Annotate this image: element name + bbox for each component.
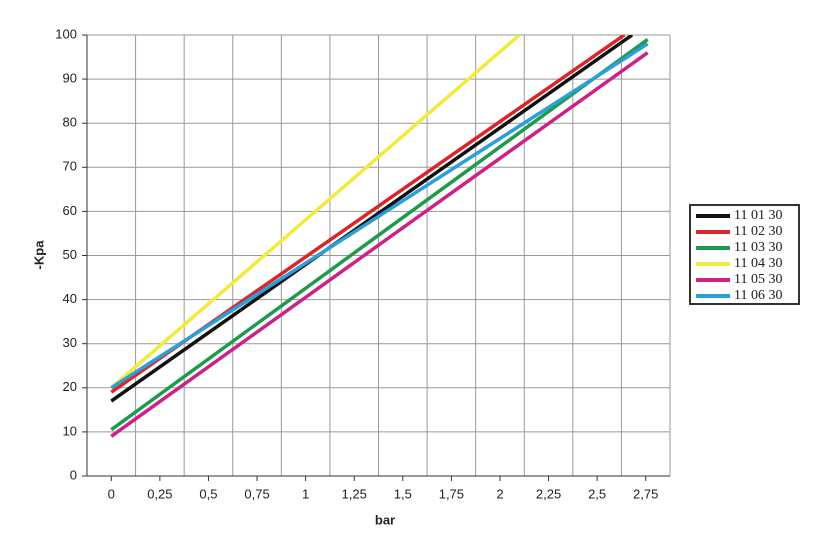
- x-tick-label: 2,5: [588, 486, 606, 501]
- y-tick-label: 40: [63, 291, 77, 306]
- legend-label: 11 02 30: [734, 224, 782, 239]
- legend-label: 11 01 30: [734, 208, 782, 223]
- x-tick-label: 0: [108, 486, 115, 501]
- series-line: [110, 35, 521, 390]
- y-tick-label: 90: [63, 71, 77, 86]
- x-axis-label: bar: [375, 512, 395, 527]
- x-tick-label: 2,75: [633, 486, 658, 501]
- legend-box: [689, 204, 800, 305]
- x-tick-label: 1: [302, 486, 309, 501]
- x-tick-label: 1,75: [439, 486, 464, 501]
- y-tick-label: 80: [63, 115, 77, 130]
- legend-label: 11 03 30: [734, 240, 782, 255]
- plot-area: [110, 35, 649, 438]
- x-tick-label: 1,25: [342, 486, 367, 501]
- legend-label: 11 04 30: [734, 256, 782, 271]
- x-tick-label: 2: [496, 486, 503, 501]
- x-tick-label: 0,25: [147, 486, 172, 501]
- series-line: [110, 51, 649, 438]
- legend-label: 11 05 30: [734, 272, 782, 287]
- legend-label: 11 06 30: [734, 288, 782, 303]
- y-axis-label: -Kpa: [31, 240, 46, 270]
- y-tick-label: 100: [55, 26, 77, 41]
- series-line: [110, 37, 649, 432]
- x-tick-label: 1,5: [394, 486, 412, 501]
- y-tick-label: 60: [63, 203, 77, 218]
- x-tick-label: 0,5: [199, 486, 217, 501]
- series-line: [110, 35, 634, 403]
- x-tick-label: 2,25: [536, 486, 561, 501]
- y-tick-label: 20: [63, 379, 77, 394]
- series-line: [110, 42, 649, 390]
- y-tick-label: 70: [63, 159, 77, 174]
- x-tick-label: 0,75: [244, 486, 269, 501]
- y-tick-label: 50: [63, 247, 77, 262]
- y-tick-label: 30: [63, 335, 77, 350]
- y-tick-label: 10: [63, 423, 77, 438]
- y-tick-label: 0: [70, 467, 77, 482]
